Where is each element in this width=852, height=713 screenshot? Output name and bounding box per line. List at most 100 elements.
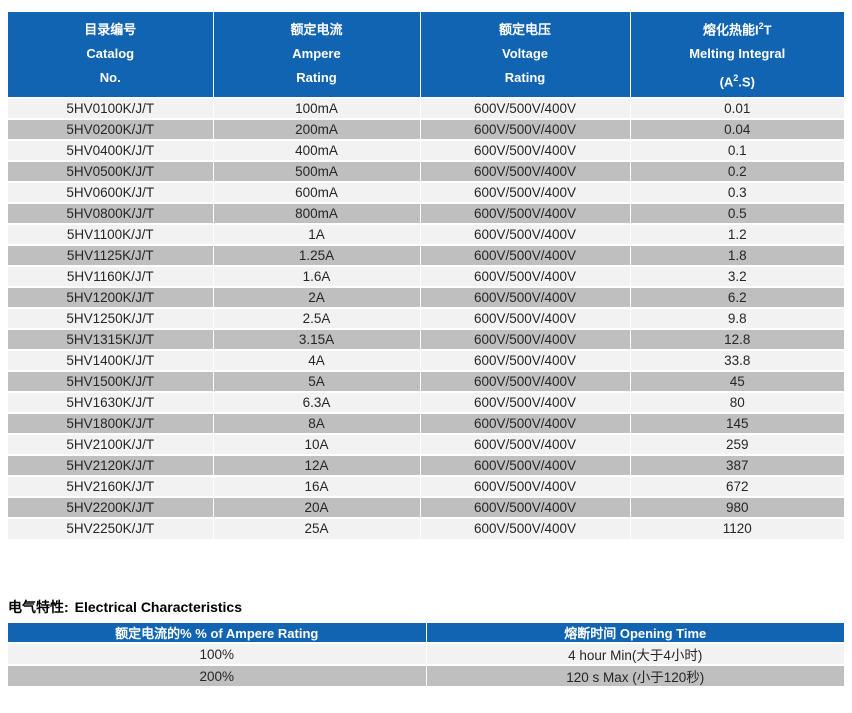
cell-melting-integral: 0.04 bbox=[629, 117, 844, 140]
cell-voltage-rating: 600V/500V/400V bbox=[419, 516, 630, 539]
table-row: 5HV1400K/J/T 4A 600V/500V/400V 33.8 bbox=[8, 348, 844, 371]
cell-ampere-rating: 1.25A bbox=[212, 243, 420, 266]
table-row: 5HV0200K/J/T 200mA 600V/500V/400V 0.04 bbox=[8, 117, 844, 140]
melting-unit-pre: (A bbox=[719, 74, 734, 90]
cell-catalog-no: 5HV0400K/J/T bbox=[8, 138, 213, 161]
cell-catalog-no: 5HV1400K/J/T bbox=[8, 348, 213, 371]
cell-melting-integral: 3.2 bbox=[629, 264, 844, 287]
col-header-voltage-rating: 额定电压 Voltage Rating bbox=[419, 10, 630, 98]
cell-voltage-rating: 600V/500V/400V bbox=[419, 474, 630, 497]
cell-ampere-rating: 4A bbox=[212, 348, 420, 371]
cell-ampere-rating: 400mA bbox=[212, 138, 420, 161]
cell-melting-integral: 45 bbox=[629, 369, 844, 392]
table-row: 5HV1250K/J/T 2.5A 600V/500V/400V 9.8 bbox=[8, 306, 844, 329]
cell-melting-integral: 387 bbox=[629, 453, 844, 476]
cell-voltage-rating: 600V/500V/400V bbox=[419, 348, 630, 371]
cell-ampere-rating: 600mA bbox=[212, 180, 420, 203]
table-row: 5HV1125K/J/T 1.25A 600V/500V/400V 1.8 bbox=[8, 243, 844, 266]
cell-catalog-no: 5HV0600K/J/T bbox=[8, 180, 213, 203]
table-row: 200% 120 s Max (小于120秒) bbox=[8, 664, 844, 686]
cell-voltage-rating: 600V/500V/400V bbox=[419, 243, 630, 266]
cell-catalog-no: 5HV1200K/J/T bbox=[8, 285, 213, 308]
electrical-characteristics-table: 额定电流的% % of Ampere Rating 熔断时间 Opening T… bbox=[8, 621, 844, 686]
table-row: 5HV1630K/J/T 6.3A 600V/500V/400V 80 bbox=[8, 390, 844, 413]
cell-voltage-rating: 600V/500V/400V bbox=[419, 432, 630, 455]
elec-table-header-row: 额定电流的% % of Ampere Rating 熔断时间 Opening T… bbox=[8, 621, 844, 643]
cell-melting-integral: 145 bbox=[629, 411, 844, 434]
table-row: 5HV0100K/J/T 100mA 600V/500V/400V 0.01 bbox=[8, 96, 844, 119]
cell-catalog-no: 5HV2100K/J/T bbox=[8, 432, 213, 455]
cell-voltage-rating: 600V/500V/400V bbox=[419, 180, 630, 203]
cell-ampere-rating: 25A bbox=[212, 516, 420, 539]
cell-ampere-rating: 10A bbox=[212, 432, 420, 455]
cell-melting-integral: 0.5 bbox=[629, 201, 844, 224]
melting-unit-sup: 2 bbox=[733, 73, 739, 84]
cell-melting-integral: 6.2 bbox=[629, 285, 844, 308]
cell-ampere-rating: 200mA bbox=[212, 117, 420, 140]
cell-catalog-no: 5HV1160K/J/T bbox=[8, 264, 213, 287]
section-heading-zh: 电气特性: bbox=[8, 599, 69, 615]
cell-catalog-no: 5HV1630K/J/T bbox=[8, 390, 213, 413]
cell-melting-integral: 12.8 bbox=[629, 327, 844, 350]
cell-melting-integral: 0.2 bbox=[629, 159, 844, 182]
table-row: 5HV2250K/J/T 25A 600V/500V/400V 1120 bbox=[8, 516, 844, 539]
table-row: 5HV2120K/J/T 12A 600V/500V/400V 387 bbox=[8, 453, 844, 476]
table-row: 5HV1160K/J/T 1.6A 600V/500V/400V 3.2 bbox=[8, 264, 844, 287]
table-row: 5HV0600K/J/T 600mA 600V/500V/400V 0.3 bbox=[8, 180, 844, 203]
section-heading-electrical-characteristics: 电气特性: Electrical Characteristics bbox=[8, 597, 242, 617]
table-row: 5HV1100K/J/T 1A 600V/500V/400V 1.2 bbox=[8, 222, 844, 245]
cell-voltage-rating: 600V/500V/400V bbox=[419, 327, 630, 350]
cell-voltage-rating: 600V/500V/400V bbox=[419, 222, 630, 245]
ratings-table: 目录编号 Catalog No. 额定电流 Ampere Rating 额定电压… bbox=[8, 10, 844, 539]
col-header-melting-integral: 熔化热能I2T Melting Integral (A2.S) bbox=[629, 10, 844, 98]
col-header-ampere-zh: 额定电流 bbox=[290, 22, 343, 38]
melting-zh-sup: 2 bbox=[758, 21, 764, 31]
cell-catalog-no: 5HV0100K/J/T bbox=[8, 96, 213, 119]
ratings-table-header-row: 目录编号 Catalog No. 额定电流 Ampere Rating 额定电压… bbox=[8, 10, 844, 98]
cell-ampere-rating: 6.3A bbox=[212, 390, 420, 413]
cell-ampere-rating: 500mA bbox=[212, 159, 420, 182]
cell-ampere-rating: 2A bbox=[212, 285, 420, 308]
cell-voltage-rating: 600V/500V/400V bbox=[419, 285, 630, 308]
cell-catalog-no: 5HV2160K/J/T bbox=[8, 474, 213, 497]
section-heading-en: Electrical Characteristics bbox=[74, 599, 242, 615]
cell-melting-integral: 1.2 bbox=[629, 222, 844, 245]
cell-ampere-rating: 20A bbox=[212, 495, 420, 518]
cell-ampere-rating: 8A bbox=[212, 411, 420, 434]
cell-voltage-rating: 600V/500V/400V bbox=[419, 159, 630, 182]
col-header-opening-time: 熔断时间 Opening Time bbox=[425, 621, 844, 643]
col-header-catalog-en2: No. bbox=[99, 70, 121, 86]
cell-catalog-no: 5HV2250K/J/T bbox=[8, 516, 213, 539]
melting-unit-post: .S) bbox=[738, 74, 755, 90]
col-header-voltage-en1: Voltage bbox=[502, 46, 548, 62]
cell-catalog-no: 5HV1500K/J/T bbox=[8, 369, 213, 392]
cell-voltage-rating: 600V/500V/400V bbox=[419, 453, 630, 476]
col-header-catalog-zh: 目录编号 bbox=[84, 22, 137, 38]
melting-zh-post: T bbox=[763, 22, 772, 38]
table-row: 5HV1800K/J/T 8A 600V/500V/400V 145 bbox=[8, 411, 844, 434]
cell-ampere-rating: 100mA bbox=[212, 96, 420, 119]
cell-melting-integral: 9.8 bbox=[629, 306, 844, 329]
cell-melting-integral: 1120 bbox=[629, 516, 844, 539]
cell-catalog-no: 5HV0500K/J/T bbox=[8, 159, 213, 182]
col-header-ampere-en2: Rating bbox=[296, 70, 337, 86]
cell-melting-integral: 980 bbox=[629, 495, 844, 518]
table-row: 5HV1200K/J/T 2A 600V/500V/400V 6.2 bbox=[8, 285, 844, 308]
table-row: 5HV2100K/J/T 10A 600V/500V/400V 259 bbox=[8, 432, 844, 455]
cell-catalog-no: 5HV2120K/J/T bbox=[8, 453, 213, 476]
cell-voltage-rating: 600V/500V/400V bbox=[419, 138, 630, 161]
cell-melting-integral: 0.1 bbox=[629, 138, 844, 161]
cell-ampere-rating: 12A bbox=[212, 453, 420, 476]
cell-ampere-rating: 1.6A bbox=[212, 264, 420, 287]
cell-voltage-rating: 600V/500V/400V bbox=[419, 117, 630, 140]
cell-voltage-rating: 600V/500V/400V bbox=[419, 96, 630, 119]
cell-melting-integral: 0.01 bbox=[629, 96, 844, 119]
cell-ampere-rating: 3.15A bbox=[212, 327, 420, 350]
col-header-catalog-en1: Catalog bbox=[86, 46, 135, 62]
col-header-melting-en: Melting Integral bbox=[689, 46, 786, 62]
main-table-body: 5HV0100K/J/T 100mA 600V/500V/400V 0.01 5HV02… bbox=[8, 96, 844, 539]
cell-melting-integral: 33.8 bbox=[629, 348, 844, 371]
cell-percent-ampere-rating: 100% bbox=[8, 642, 426, 665]
col-header-ampere-en1: Ampere bbox=[292, 46, 341, 62]
